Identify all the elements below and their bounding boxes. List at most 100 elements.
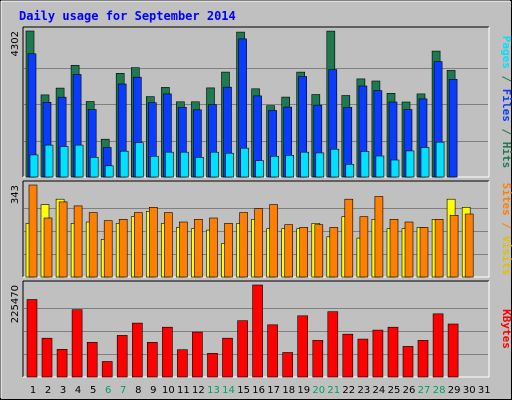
series-label-part: /: [500, 216, 512, 236]
panel-series-label: Pages / Files / Hits: [500, 36, 512, 169]
bar-sites-day-18: [284, 224, 294, 278]
panel-visits-sites: 343 Sites / Visits: [10, 180, 512, 278]
bar-sites-day-12: [194, 219, 203, 278]
x-tick-label-day-2: 2: [45, 385, 51, 396]
bar-sites-day-15: [239, 212, 248, 278]
bar-pages-day-23: [360, 151, 370, 178]
bar-pages-day-15: [240, 147, 249, 178]
bar-kbytes-day-14: [222, 337, 233, 378]
x-tick-label-day-7: 7: [120, 385, 126, 396]
bar-sites-day-24: [374, 196, 384, 278]
x-tick-label-day-24: 24: [373, 385, 386, 396]
bar-kbytes-day-3: [56, 348, 68, 378]
bar-sites-day-14: [224, 223, 233, 278]
x-tick-label-day-6: 6: [105, 385, 111, 396]
series-label-part: Visits: [500, 236, 512, 276]
bar-kbytes-day-21: [327, 311, 339, 378]
bar-sites-day-2: [43, 217, 53, 278]
bar-pages-day-12: [195, 157, 204, 178]
series-label-part: Sites: [500, 183, 512, 216]
bar-kbytes-day-17: [267, 324, 278, 378]
bar-pages-day-16: [255, 160, 264, 178]
bar-sites-day-16: [254, 208, 263, 278]
bar-pages-day-26: [405, 150, 415, 178]
bar-pages-day-24: [375, 155, 385, 178]
x-tick-label-day-15: 15: [237, 385, 250, 396]
x-tick-label-day-13: 13: [207, 385, 220, 396]
bar-kbytes-day-9: [147, 341, 158, 378]
series-label-part: Files: [500, 89, 512, 122]
x-tick-label-day-17: 17: [267, 385, 280, 396]
bar-kbytes-day-27: [417, 339, 429, 378]
bar-pages-day-27: [420, 147, 430, 178]
bar-pages-day-1: [29, 154, 39, 178]
x-tick-label-day-3: 3: [60, 385, 66, 396]
bar-sites-day-10: [164, 212, 173, 278]
bar-pages-day-17: [270, 156, 279, 178]
bar-kbytes-day-16: [252, 284, 263, 378]
x-tick-label-day-9: 9: [150, 385, 156, 396]
bar-sites-day-26: [404, 221, 414, 278]
bar-sites-day-23: [359, 216, 369, 278]
x-tick-label-day-23: 23: [358, 385, 371, 396]
bar-sites-day-6: [103, 220, 113, 278]
x-tick-label-day-8: 8: [135, 385, 141, 396]
series-label-part: Hits: [500, 142, 512, 169]
bar-sites-day-21: [329, 227, 339, 278]
bar-pages-day-18: [285, 155, 295, 178]
x-tick-label-day-28: 28: [433, 385, 446, 396]
x-tick-label-day-1: 1: [30, 385, 36, 396]
x-tick-label-day-25: 25: [388, 385, 401, 396]
bar-kbytes-day-23: [357, 338, 369, 378]
bar-kbytes-day-19: [297, 315, 309, 378]
panel-max-label: 343: [10, 185, 21, 204]
bar-kbytes-day-13: [207, 352, 218, 378]
bar-kbytes-day-24: [372, 329, 384, 378]
bar-pages-day-5: [89, 157, 99, 178]
x-tick-label-day-10: 10: [162, 385, 175, 396]
bar-kbytes-day-5: [86, 341, 98, 378]
series-label-part: /: [500, 69, 512, 89]
bar-pages-day-19: [300, 151, 310, 178]
series-label-part: /: [500, 122, 512, 142]
bar-kbytes-day-7: [116, 335, 128, 378]
bar-pages-day-10: [165, 151, 174, 178]
bar-kbytes-day-4: [71, 309, 83, 378]
bar-sites-day-28: [434, 219, 444, 278]
bar-sites-day-13: [209, 217, 218, 278]
bar-kbytes-day-26: [402, 346, 414, 378]
bar-sites-day-29: [449, 215, 459, 278]
bar-sites-day-8: [134, 212, 143, 278]
bar-pages-day-25: [390, 159, 400, 178]
x-tick-label-day-12: 12: [192, 385, 205, 396]
panel-series-label: Sites / Visits: [500, 183, 512, 276]
x-tick-label-day-26: 26: [403, 385, 416, 396]
bar-pages-day-7: [119, 150, 129, 178]
bar-sites-day-22: [344, 198, 354, 278]
x-tick-label-day-21: 21: [327, 385, 340, 396]
x-tick-label-day-30: 30: [463, 385, 476, 396]
bar-kbytes-day-10: [162, 326, 173, 378]
bar-pages-day-28: [435, 141, 445, 178]
bar-pages-day-22: [345, 164, 355, 178]
bar-sites-day-19: [299, 227, 309, 278]
bar-kbytes-day-11: [177, 349, 188, 378]
bar-pages-day-11: [180, 151, 189, 178]
bar-kbytes-day-1: [26, 299, 38, 378]
bar-sites-day-11: [179, 221, 188, 278]
bar-pages-day-13: [210, 151, 219, 178]
panel-max-label: 225470: [10, 285, 21, 323]
bar-kbytes-day-8: [132, 322, 143, 378]
bar-kbytes-day-2: [41, 337, 53, 378]
x-tick-label-day-5: 5: [90, 385, 96, 396]
bar-kbytes-day-12: [192, 331, 203, 378]
bar-sites-day-1: [28, 184, 38, 278]
bar-sites-day-9: [149, 207, 158, 278]
panel-hits-files-pages: 4302 Pages / Files / Hits: [10, 26, 512, 178]
bar-pages-day-8: [135, 142, 144, 178]
x-tick-label-day-31: 31: [478, 385, 491, 396]
bar-sites-day-3: [58, 201, 68, 278]
bar-sites-day-17: [269, 204, 278, 278]
bar-kbytes-day-6: [101, 361, 113, 378]
